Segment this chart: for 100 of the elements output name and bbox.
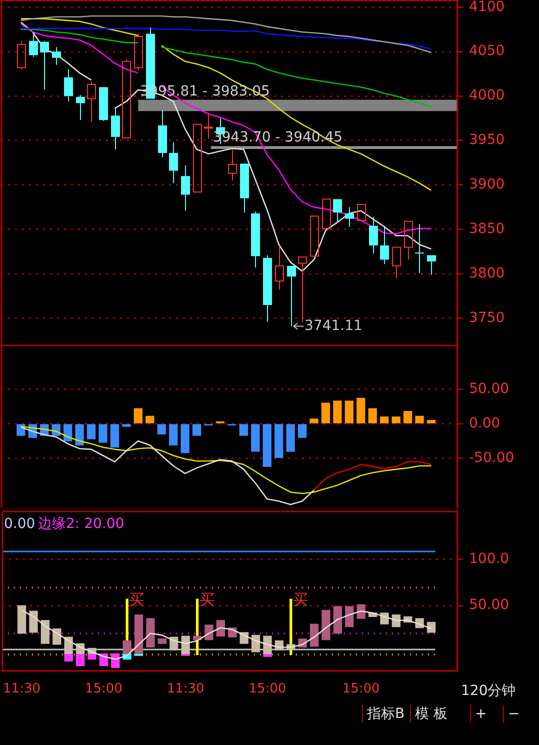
y-tick-label: 0.00 — [469, 415, 500, 432]
candlestick — [369, 216, 378, 254]
bar — [380, 416, 389, 424]
bar — [158, 638, 166, 644]
bar — [403, 410, 412, 424]
bar — [64, 653, 73, 662]
candlestick — [204, 113, 213, 140]
candlestick — [158, 110, 167, 158]
bar — [322, 610, 330, 640]
bar — [17, 605, 26, 634]
annotation: 3741.11 — [304, 318, 362, 334]
bar — [333, 400, 342, 424]
text: 指标B — [362, 705, 405, 723]
x-tick-label: 15:00 — [342, 682, 380, 697]
bar — [86, 424, 96, 440]
candlestick — [333, 199, 342, 223]
bar — [426, 420, 436, 424]
bar — [98, 424, 108, 443]
bar — [64, 636, 73, 654]
bar — [392, 416, 400, 424]
candlestick — [181, 164, 190, 212]
x-tick-label: 15:00 — [248, 682, 286, 697]
data-label: 买 — [199, 590, 214, 608]
text: + — [470, 705, 487, 723]
bar — [262, 424, 272, 467]
bar — [63, 424, 72, 442]
y-tick-label: 50.00 — [469, 597, 510, 614]
candlestick — [29, 32, 38, 58]
y-tick-label: 3900 — [469, 176, 505, 193]
candlestick — [251, 211, 260, 268]
bar — [274, 424, 284, 458]
candlestick — [111, 107, 120, 150]
candlestick — [87, 81, 96, 122]
bar — [76, 653, 85, 666]
bar — [40, 620, 50, 644]
data-label: 买 — [292, 590, 308, 608]
annotation: 0.00 — [4, 515, 36, 533]
bar — [216, 620, 225, 636]
y-tick-label: 3850 — [469, 221, 505, 238]
bar — [134, 408, 142, 424]
bar — [263, 636, 272, 654]
y-tick-label: 4100 — [469, 0, 505, 15]
candlestick — [263, 254, 272, 322]
bar — [88, 653, 96, 660]
bar — [356, 398, 366, 424]
candlestick — [287, 266, 296, 327]
candlestick — [99, 87, 108, 122]
y-tick-label: -50.00 — [469, 450, 514, 466]
candlestick — [404, 220, 413, 260]
bar — [368, 408, 377, 424]
bar — [344, 400, 354, 424]
candlestick — [298, 256, 307, 322]
candlestick — [345, 206, 354, 228]
bar — [75, 424, 84, 446]
bar — [192, 424, 202, 436]
candlestick — [40, 40, 49, 90]
bar — [333, 606, 342, 634]
bar — [298, 424, 307, 438]
candlestick — [275, 246, 284, 290]
bar — [110, 424, 120, 448]
candlestick — [240, 164, 249, 214]
bar — [310, 418, 318, 424]
bar — [263, 653, 272, 657]
bar — [122, 424, 131, 427]
bar — [356, 604, 366, 619]
text: − — [503, 705, 520, 723]
bar — [29, 610, 38, 633]
x-tick-label: 15:00 — [84, 682, 122, 697]
candlestick — [76, 94, 85, 121]
y-tick-label: 3750 — [469, 310, 505, 326]
candlestick — [380, 225, 389, 265]
bar — [168, 424, 178, 446]
bar — [239, 424, 248, 436]
y-tick-label: 100.0 — [469, 550, 510, 567]
annotation: 边缘2: 20.00 — [38, 515, 124, 533]
text: 模 板 — [410, 705, 448, 723]
bar — [310, 624, 319, 647]
bar — [251, 424, 260, 452]
y-tick-label: 3950 — [469, 132, 505, 148]
bar — [345, 606, 354, 628]
bar — [134, 614, 144, 654]
bar — [415, 416, 424, 424]
text: 120分钟 — [461, 682, 516, 700]
y-tick-label: 4050 — [469, 43, 505, 60]
bar — [321, 402, 330, 424]
candlestick — [52, 46, 61, 66]
bar — [146, 416, 154, 424]
candlestick — [228, 148, 237, 182]
bar — [204, 624, 214, 640]
bar — [170, 636, 178, 650]
y-tick-label: 4000 — [469, 88, 505, 104]
y-tick-label: 50.00 — [469, 380, 510, 397]
y-tick-label: 3800 — [469, 266, 505, 282]
bar — [286, 424, 295, 452]
candlestick — [392, 246, 401, 279]
x-tick-label: 11:30 — [3, 682, 41, 697]
bar — [157, 424, 166, 434]
data-label: 买 — [129, 590, 144, 608]
bar — [181, 636, 190, 654]
candlestick — [427, 255, 436, 276]
